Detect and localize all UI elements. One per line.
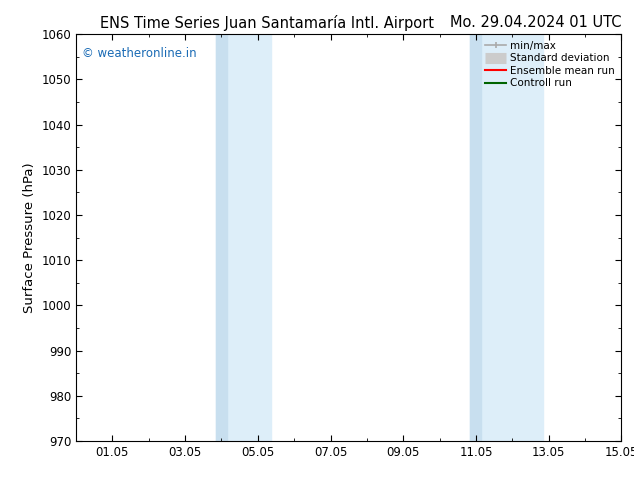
Y-axis label: Surface Pressure (hPa): Surface Pressure (hPa) — [23, 162, 36, 313]
Bar — [216, 34, 227, 441]
Text: Mo. 29.04.2024 01 UTC: Mo. 29.04.2024 01 UTC — [450, 15, 621, 30]
Bar — [470, 34, 543, 441]
Legend: min/max, Standard deviation, Ensemble mean run, Controll run: min/max, Standard deviation, Ensemble me… — [482, 37, 618, 92]
Text: © weatheronline.in: © weatheronline.in — [82, 47, 196, 59]
Bar — [216, 34, 271, 441]
Text: ENS Time Series Juan Santamaría Intl. Airport: ENS Time Series Juan Santamaría Intl. Ai… — [100, 15, 434, 31]
Bar — [470, 34, 481, 441]
